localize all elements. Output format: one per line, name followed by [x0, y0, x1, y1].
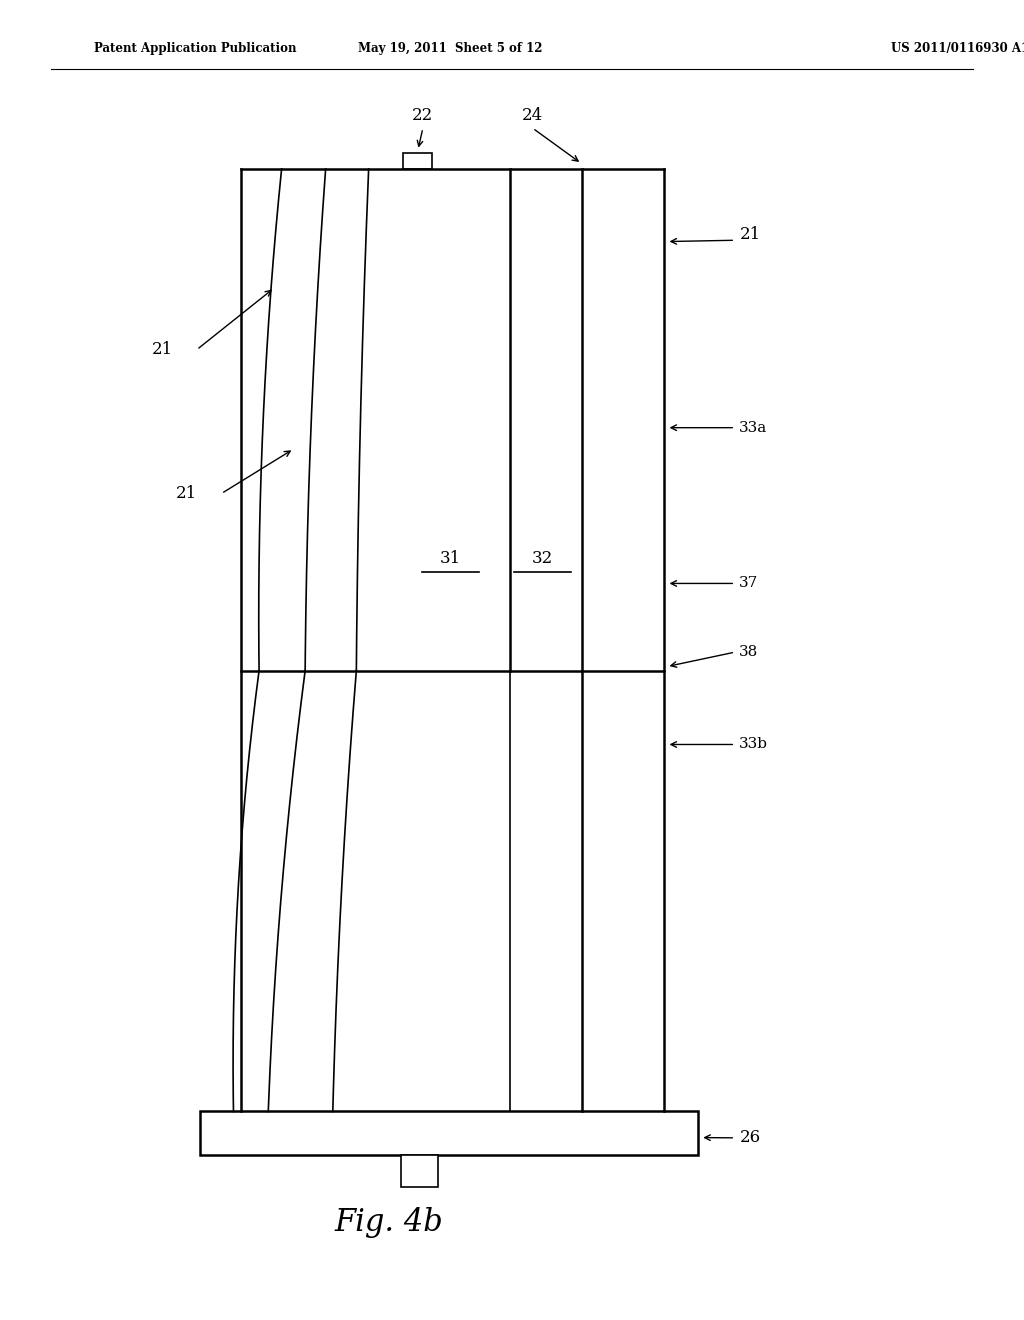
Text: 38: 38	[739, 645, 759, 659]
Text: 21: 21	[176, 486, 198, 502]
Text: 31: 31	[440, 550, 461, 566]
Text: Patent Application Publication: Patent Application Publication	[94, 42, 297, 55]
Text: 33b: 33b	[739, 738, 768, 751]
Bar	[403, 153, 432, 169]
Text: 33a: 33a	[739, 421, 768, 434]
Text: May 19, 2011  Sheet 5 of 12: May 19, 2011 Sheet 5 of 12	[358, 42, 543, 55]
Text: 22: 22	[413, 107, 433, 124]
Text: 32: 32	[532, 550, 553, 566]
Text: 37: 37	[739, 577, 759, 590]
Bar	[200, 1111, 698, 1155]
Text: US 2011/0116930 A1: US 2011/0116930 A1	[891, 42, 1024, 55]
Text: Fig. 4b: Fig. 4b	[335, 1206, 443, 1238]
Bar	[401, 1155, 438, 1187]
Text: 26: 26	[739, 1130, 761, 1146]
Text: 21: 21	[739, 227, 761, 243]
Text: 21: 21	[152, 342, 173, 358]
Text: 24: 24	[522, 107, 543, 124]
